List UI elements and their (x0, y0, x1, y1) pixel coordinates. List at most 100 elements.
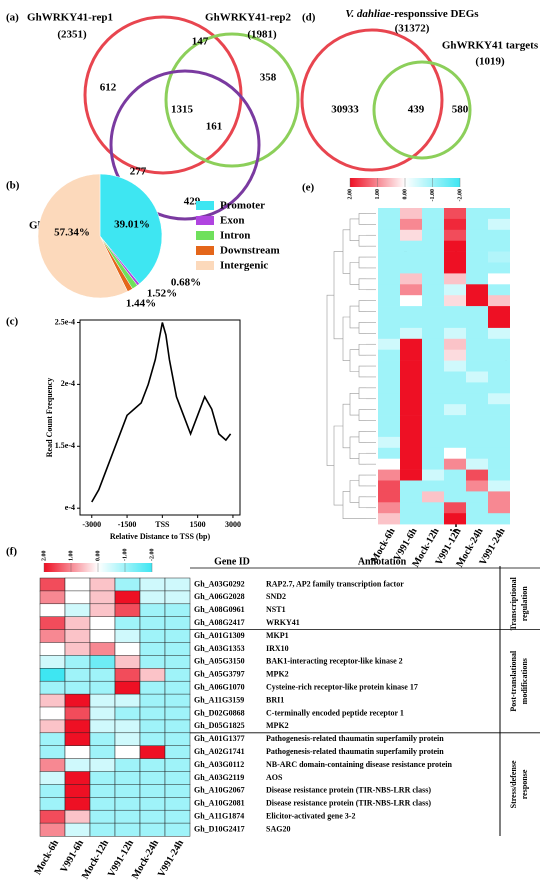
heatmap-cell (139, 629, 166, 644)
annotation: AOS (266, 773, 283, 782)
heatmap-cell (488, 273, 510, 285)
heatmap-cell (378, 208, 400, 220)
heatmap-cell (89, 693, 116, 708)
heatmap-cell (444, 458, 466, 470)
heatmap-cell (39, 655, 66, 669)
annotation: NB-ARC domain-containing disease resista… (266, 760, 452, 769)
heatmap-cell (39, 822, 66, 837)
colorbar-label: 2.00 (347, 189, 353, 200)
heatmap-cell (422, 208, 444, 220)
set-name-rest: -responssive DEGs (390, 8, 479, 20)
heatmap-cell (64, 642, 91, 656)
colorbar-label: 2.00 (41, 551, 47, 562)
panel-label: (e) (302, 182, 315, 194)
heatmap-cell (466, 229, 488, 241)
heatmap-cell (89, 655, 116, 669)
heatmap-cell (466, 317, 488, 329)
x-tick-label: -1500 (118, 520, 137, 529)
heatmap-cell (422, 306, 444, 318)
heatmap-cell (164, 590, 191, 605)
heatmap-cell (444, 284, 466, 296)
heatmap-cell (164, 693, 191, 708)
heatmap-cell (444, 306, 466, 318)
heatmap-cell (378, 306, 400, 318)
set-size: (2351) (57, 29, 87, 41)
heatmap-cell (488, 491, 510, 503)
heatmap-cell (114, 603, 141, 618)
heatmap-cell (378, 240, 400, 252)
gene-id: Gh_A08G2417 (194, 618, 245, 627)
heatmap-cell (466, 469, 488, 481)
dendrogram (349, 349, 359, 372)
heatmap-cell (139, 771, 166, 785)
heatmap-cell (114, 616, 141, 631)
heatmap-cell (378, 404, 400, 416)
heatmap-cell (164, 577, 191, 592)
group-label: response (520, 769, 529, 799)
heatmap-cell (114, 668, 141, 682)
heatmap-cell (488, 284, 510, 296)
legend-swatch (196, 231, 214, 240)
venn-circle (372, 60, 472, 160)
gene-header: Gene ID (214, 556, 250, 567)
heatmap-cell (488, 229, 510, 241)
heatmap-cell (444, 317, 466, 329)
heatmap-cell (488, 349, 510, 361)
heatmap-cell (39, 603, 66, 618)
heatmap-cell (378, 317, 400, 329)
heatmap-cell (114, 771, 141, 785)
heatmap-cell (400, 229, 422, 241)
heatmap-cell (488, 382, 510, 394)
heatmap-cell (488, 415, 510, 427)
heatmap-cell (466, 284, 488, 296)
heatmap-cell (378, 447, 400, 459)
heatmap-cell (444, 208, 466, 220)
y-tick-label: 1.5e-4 (55, 441, 75, 450)
heatmap-cell (64, 655, 91, 669)
heatmap-cell (400, 349, 422, 361)
region-count: 439 (408, 104, 425, 116)
legend-label: Promoter (220, 200, 265, 212)
heatmap-cell (378, 349, 400, 361)
annotation: Cysteine-rich receptor-like protein kina… (266, 682, 418, 691)
annotation: MKP1 (266, 631, 289, 640)
gene-id: Gh_D05G1825 (194, 721, 245, 730)
heatmap-cell (39, 642, 66, 656)
heatmap-cell (400, 382, 422, 394)
heatmap-cell (422, 338, 444, 350)
y-tick-label: 2e-4 (61, 379, 75, 388)
heatmap-cell (378, 371, 400, 383)
annotation: NST1 (266, 605, 286, 614)
heatmap-cell (422, 513, 444, 525)
panel-label: (d) (302, 12, 316, 24)
column-label: Mock-6h (32, 838, 61, 877)
heatmap-cell (114, 822, 141, 837)
heatmap-cell (114, 797, 141, 811)
heatmap-cell (400, 262, 422, 274)
gene-id: Gh_A03G0292 (194, 579, 245, 588)
dendrogram (358, 343, 366, 356)
set-name: GhWRKY41-rep2 (205, 12, 291, 24)
heatmap-cell (64, 784, 91, 798)
heatmap-cell (422, 415, 444, 427)
region-count: 277 (130, 166, 147, 178)
heatmap-cell (164, 706, 191, 721)
heatmap-cell (39, 771, 66, 785)
heatmap-cell (400, 480, 422, 492)
dendrogram (358, 256, 366, 269)
heatmap-cell (444, 426, 466, 438)
gene-id: Gh_A01G1309 (194, 631, 245, 640)
heatmap-cell (488, 360, 510, 372)
heatmap-cell (64, 771, 91, 785)
set-name: GhWRKY41-rep1 (27, 12, 113, 24)
heatmap-cell (488, 480, 510, 492)
heatmap-cell (400, 458, 422, 470)
heatmap-cell (466, 436, 488, 449)
x-tick-label: 3000 (225, 520, 241, 529)
heatmap-cell (39, 809, 66, 824)
annotation-header: Annotation (358, 556, 407, 567)
heatmap-cell (488, 295, 510, 307)
x-tick-label: -3000 (82, 520, 101, 529)
heatmap-cell (114, 745, 141, 760)
